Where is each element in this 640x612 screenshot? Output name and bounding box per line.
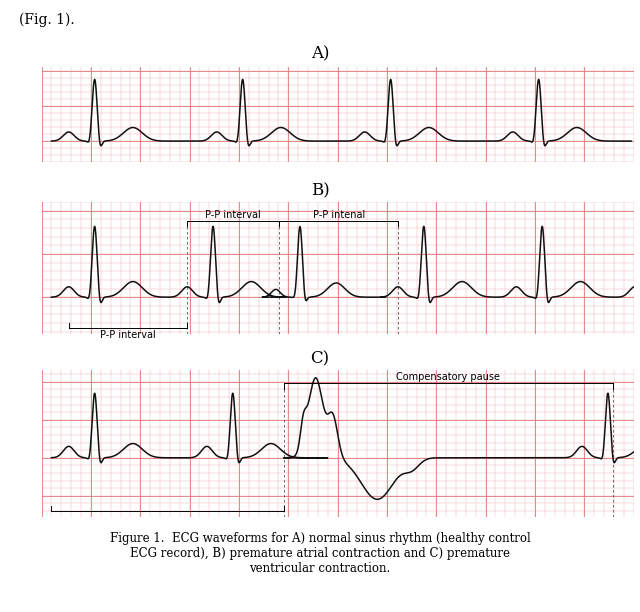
Text: P-P intenal: P-P intenal [312,210,365,220]
Text: Figure 1.  ECG waveforms for A) normal sinus rhythm (healthy control
ECG record): Figure 1. ECG waveforms for A) normal si… [109,532,531,575]
Text: A): A) [311,45,329,62]
Text: Compensatory pause: Compensatory pause [396,373,500,382]
Text: B): B) [310,182,330,199]
Text: P-P interval: P-P interval [205,210,261,220]
Text: (Fig. 1).: (Fig. 1). [19,12,75,27]
Text: C): C) [310,350,330,367]
Text: P-P interval: P-P interval [100,330,156,340]
